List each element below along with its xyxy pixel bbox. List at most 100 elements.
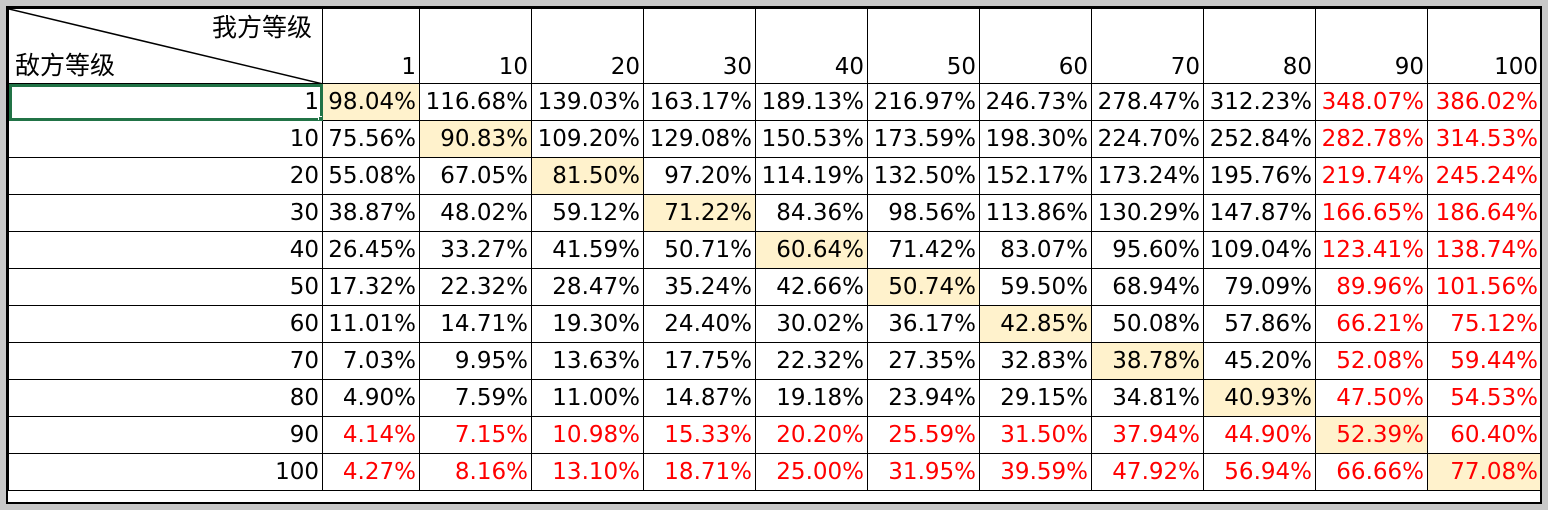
- data-cell[interactable]: 98.04%: [322, 83, 420, 121]
- data-cell[interactable]: 13.63%: [531, 342, 644, 380]
- data-cell[interactable]: 14.71%: [419, 305, 532, 343]
- data-cell[interactable]: 47.92%: [1091, 453, 1204, 491]
- data-cell[interactable]: 139.03%: [531, 83, 644, 121]
- data-cell[interactable]: 224.70%: [1091, 120, 1204, 158]
- data-cell[interactable]: 38.78%: [1091, 342, 1204, 380]
- data-cell[interactable]: 66.21%: [1315, 305, 1428, 343]
- data-cell[interactable]: 48.02%: [419, 194, 532, 232]
- data-cell[interactable]: 60.40%: [1427, 416, 1540, 454]
- col-header-level[interactable]: 100: [1427, 8, 1540, 84]
- data-cell[interactable]: 54.53%: [1427, 379, 1540, 417]
- data-cell[interactable]: 386.02%: [1427, 83, 1540, 121]
- data-cell[interactable]: 79.09%: [1203, 268, 1316, 306]
- row-header-level[interactable]: 10: [8, 120, 323, 158]
- data-cell[interactable]: 31.95%: [867, 453, 980, 491]
- data-cell[interactable]: 129.08%: [643, 120, 756, 158]
- data-cell[interactable]: 113.86%: [979, 194, 1092, 232]
- row-header-level[interactable]: 60: [8, 305, 323, 343]
- data-cell[interactable]: 20.20%: [755, 416, 868, 454]
- data-cell[interactable]: 25.00%: [755, 453, 868, 491]
- data-cell[interactable]: 4.14%: [322, 416, 420, 454]
- data-cell[interactable]: 34.81%: [1091, 379, 1204, 417]
- data-cell[interactable]: 8.16%: [419, 453, 532, 491]
- data-cell[interactable]: 186.64%: [1427, 194, 1540, 232]
- data-cell[interactable]: 75.56%: [322, 120, 420, 158]
- data-cell[interactable]: 38.87%: [322, 194, 420, 232]
- data-cell[interactable]: 11.00%: [531, 379, 644, 417]
- data-cell[interactable]: 24.40%: [643, 305, 756, 343]
- data-cell[interactable]: 47.50%: [1315, 379, 1428, 417]
- col-header-level[interactable]: 50: [867, 8, 980, 84]
- col-header-level[interactable]: 30: [643, 8, 756, 84]
- data-cell[interactable]: 114.19%: [755, 157, 868, 195]
- data-cell[interactable]: 152.17%: [979, 157, 1092, 195]
- row-header-level[interactable]: 100: [8, 453, 323, 491]
- data-cell[interactable]: 44.90%: [1203, 416, 1316, 454]
- data-cell[interactable]: 28.47%: [531, 268, 644, 306]
- data-cell[interactable]: 18.71%: [643, 453, 756, 491]
- data-cell[interactable]: 52.08%: [1315, 342, 1428, 380]
- data-cell[interactable]: 13.10%: [531, 453, 644, 491]
- data-cell[interactable]: 68.94%: [1091, 268, 1204, 306]
- data-cell[interactable]: 173.59%: [867, 120, 980, 158]
- corner-header-cell[interactable]: 我方等级 敌方等级: [8, 8, 323, 84]
- data-cell[interactable]: 33.27%: [419, 231, 532, 269]
- data-cell[interactable]: 90.83%: [419, 120, 532, 158]
- data-cell[interactable]: 282.78%: [1315, 120, 1428, 158]
- data-cell[interactable]: 132.50%: [867, 157, 980, 195]
- data-cell[interactable]: 30.02%: [755, 305, 868, 343]
- data-cell[interactable]: 195.76%: [1203, 157, 1316, 195]
- row-header-level[interactable]: 20: [8, 157, 323, 195]
- data-cell[interactable]: 81.50%: [531, 157, 644, 195]
- col-header-level[interactable]: 10: [419, 8, 532, 84]
- data-cell[interactable]: 101.56%: [1427, 268, 1540, 306]
- data-cell[interactable]: 98.56%: [867, 194, 980, 232]
- col-header-level[interactable]: 90: [1315, 8, 1428, 84]
- data-cell[interactable]: 42.85%: [979, 305, 1092, 343]
- data-cell[interactable]: 314.53%: [1427, 120, 1540, 158]
- data-cell[interactable]: 130.29%: [1091, 194, 1204, 232]
- data-cell[interactable]: 11.01%: [322, 305, 420, 343]
- data-cell[interactable]: 57.86%: [1203, 305, 1316, 343]
- data-cell[interactable]: 83.07%: [979, 231, 1092, 269]
- col-header-level[interactable]: 80: [1203, 8, 1316, 84]
- data-cell[interactable]: 52.39%: [1315, 416, 1428, 454]
- data-cell[interactable]: 216.97%: [867, 83, 980, 121]
- data-cell[interactable]: 19.30%: [531, 305, 644, 343]
- data-cell[interactable]: 7.15%: [419, 416, 532, 454]
- data-cell[interactable]: 150.53%: [755, 120, 868, 158]
- data-cell[interactable]: 219.74%: [1315, 157, 1428, 195]
- data-cell[interactable]: 75.12%: [1427, 305, 1540, 343]
- col-header-level[interactable]: 20: [531, 8, 644, 84]
- data-cell[interactable]: 59.44%: [1427, 342, 1540, 380]
- data-cell[interactable]: 60.64%: [755, 231, 868, 269]
- data-cell[interactable]: 77.08%: [1427, 453, 1540, 491]
- data-cell[interactable]: 23.94%: [867, 379, 980, 417]
- data-cell[interactable]: 246.73%: [979, 83, 1092, 121]
- data-cell[interactable]: 41.59%: [531, 231, 644, 269]
- data-cell[interactable]: 71.42%: [867, 231, 980, 269]
- data-cell[interactable]: 109.20%: [531, 120, 644, 158]
- data-cell[interactable]: 252.84%: [1203, 120, 1316, 158]
- row-header-level[interactable]: 1: [8, 83, 323, 121]
- data-cell[interactable]: 278.47%: [1091, 83, 1204, 121]
- data-cell[interactable]: 37.94%: [1091, 416, 1204, 454]
- row-header-level[interactable]: 80: [8, 379, 323, 417]
- data-cell[interactable]: 116.68%: [419, 83, 532, 121]
- data-cell[interactable]: 138.74%: [1427, 231, 1540, 269]
- data-cell[interactable]: 312.23%: [1203, 83, 1316, 121]
- data-cell[interactable]: 27.35%: [867, 342, 980, 380]
- data-cell[interactable]: 147.87%: [1203, 194, 1316, 232]
- row-header-level[interactable]: 40: [8, 231, 323, 269]
- data-cell[interactable]: 189.13%: [755, 83, 868, 121]
- data-cell[interactable]: 14.87%: [643, 379, 756, 417]
- data-cell[interactable]: 173.24%: [1091, 157, 1204, 195]
- col-header-level[interactable]: 70: [1091, 8, 1204, 84]
- selection-fill-handle[interactable]: [318, 116, 322, 120]
- data-cell[interactable]: 35.24%: [643, 268, 756, 306]
- data-cell[interactable]: 17.32%: [322, 268, 420, 306]
- data-cell[interactable]: 55.08%: [322, 157, 420, 195]
- data-cell[interactable]: 42.66%: [755, 268, 868, 306]
- data-cell[interactable]: 245.24%: [1427, 157, 1540, 195]
- data-cell[interactable]: 4.90%: [322, 379, 420, 417]
